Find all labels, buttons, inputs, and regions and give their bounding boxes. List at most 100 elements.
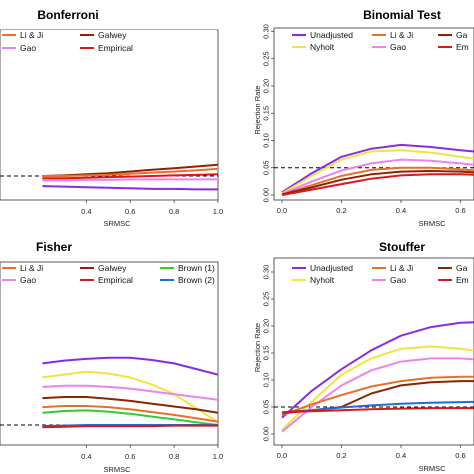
legend-entry: Ga — [456, 263, 468, 273]
legend-entry: Gao — [390, 42, 406, 52]
x-tick-label: 0.8 — [169, 207, 179, 216]
x-tick-label: 0.4 — [81, 207, 91, 216]
chart-panel-1: Bonferroni 0.4 0.6 0.8 1.0 SRMSC Li & Ji Galwey… — [0, 8, 223, 228]
x-tick-label: 0.6 — [125, 452, 135, 461]
legend: Li & Ji Galwey Gao Empirical — [1, 30, 217, 57]
series-line — [281, 357, 474, 433]
legend: Unadjusted Li & Ji Ga Nyholt Gao Em — [275, 30, 473, 56]
y-tick-label: 0.25 — [262, 292, 271, 307]
series-line — [42, 405, 218, 423]
x-tick-label: 0.0 — [277, 206, 287, 215]
legend-entry: Gao — [20, 43, 36, 53]
x-tick-label: 0.6 — [455, 206, 465, 215]
x-axis-label: SRMSC — [103, 219, 131, 228]
x-tick-label: 0.8 — [169, 452, 179, 461]
series-line — [42, 167, 218, 177]
legend-entry: Li & Ji — [20, 30, 43, 40]
chart-panel-2: Binomial Test 0.0 0.2 0.4 0.6 SRMSC 0.00 0.05 0.… — [253, 8, 474, 228]
y-tick-label: 0.30 — [262, 24, 271, 39]
y-tick-label: 0.00 — [262, 188, 271, 203]
panel-title: Binomial Test — [363, 8, 441, 22]
y-tick-label: 0.15 — [262, 106, 271, 121]
series-line — [42, 370, 218, 424]
legend-entry: Li & Ji — [20, 263, 43, 273]
plot-frame — [273, 27, 474, 201]
y-axis-label: Rejection Rate — [253, 323, 262, 372]
legend-entry: Brown (2) — [178, 275, 215, 285]
panel-title: Stouffer — [379, 240, 425, 254]
y-tick-label: 0.30 — [262, 265, 271, 280]
x-axis-label: SRMSC — [418, 464, 446, 473]
x-tick-label: 0.2 — [336, 206, 346, 215]
y-tick-label: 0.05 — [262, 160, 271, 175]
panel-title: Bonferroni — [37, 8, 98, 22]
legend-background — [275, 30, 473, 56]
x-tick-label: 0.4 — [396, 451, 406, 460]
series-line — [281, 166, 474, 196]
series-line — [281, 375, 474, 417]
chart-panel-4: Stouffer 0.0 0.2 0.4 0.6 SRMSC 0.00 0.05 0.10 0.1… — [253, 240, 474, 473]
x-tick-label: 0.6 — [455, 451, 465, 460]
x-tick-label: 0.2 — [336, 451, 346, 460]
legend-background — [275, 263, 473, 289]
panel-title: Fisher — [36, 240, 72, 254]
legend: Li & Ji Galwey Brown (1) Gao Empirical Brown … — [1, 263, 217, 289]
legend-entry: Li & Ji — [390, 263, 413, 273]
series-line — [281, 149, 474, 195]
legend-entry: Nyholt — [310, 275, 335, 285]
y-tick-label: 0.00 — [262, 427, 271, 442]
legend-entry: Empirical — [98, 43, 133, 53]
series-line — [42, 396, 218, 414]
series-line — [281, 143, 474, 194]
series-line — [281, 407, 474, 414]
chart-panel-3: Fisher 0.4 0.6 0.8 1.0 SRMSC Li & Ji Galwey Brow… — [0, 240, 223, 474]
series-line — [281, 345, 474, 431]
series-line — [42, 185, 218, 191]
series-line — [42, 178, 218, 182]
y-tick-label: 0.20 — [262, 319, 271, 334]
plot-frame — [273, 257, 474, 446]
x-tick-label: 0.6 — [125, 207, 135, 216]
legend: Unadjusted Li & Ji Ga Nyholt Gao Em — [275, 263, 473, 289]
x-axis-label: SRMSC — [103, 465, 131, 474]
y-tick-label: 0.15 — [262, 346, 271, 361]
legend-entry: Li & Ji — [390, 30, 413, 40]
x-tick-label: 0.4 — [81, 452, 91, 461]
legend-entry: Empirical — [98, 275, 133, 285]
series-line — [281, 173, 474, 196]
x-axis-label: SRMSC — [418, 219, 446, 228]
series-line — [281, 321, 474, 419]
y-tick-label: 0.25 — [262, 51, 271, 66]
series-line — [281, 170, 474, 196]
y-tick-label: 0.10 — [262, 133, 271, 148]
legend-entry: Gao — [390, 275, 406, 285]
y-tick-label: 0.05 — [262, 400, 271, 415]
legend-background — [1, 263, 217, 289]
y-tick-label: 0.20 — [262, 79, 271, 94]
y-tick-label: 0.10 — [262, 373, 271, 388]
x-tick-label: 0.0 — [277, 451, 287, 460]
legend-background — [1, 30, 217, 57]
legend-entry: Unadjusted — [310, 263, 353, 273]
series-line — [281, 158, 474, 195]
series-line — [42, 409, 218, 426]
series-line — [42, 384, 218, 401]
legend-entry: Nyholt — [310, 42, 335, 52]
x-tick-label: 1.0 — [213, 452, 223, 461]
legend-entry: Brown (1) — [178, 263, 215, 273]
legend-entry: Em — [456, 275, 469, 285]
x-tick-label: 1.0 — [213, 207, 223, 216]
y-axis-label: Rejection Rate — [253, 85, 262, 134]
plot-frame — [0, 261, 219, 446]
legend-entry: Galwey — [98, 30, 127, 40]
legend-entry: Ga — [456, 30, 468, 40]
legend-entry: Gao — [20, 275, 36, 285]
x-tick-label: 0.4 — [396, 206, 406, 215]
legend-entry: Galwey — [98, 263, 127, 273]
legend-entry: Em — [456, 42, 469, 52]
series-line — [42, 424, 218, 429]
series-line — [42, 356, 218, 376]
series-line — [42, 173, 218, 180]
series-line — [281, 400, 474, 415]
